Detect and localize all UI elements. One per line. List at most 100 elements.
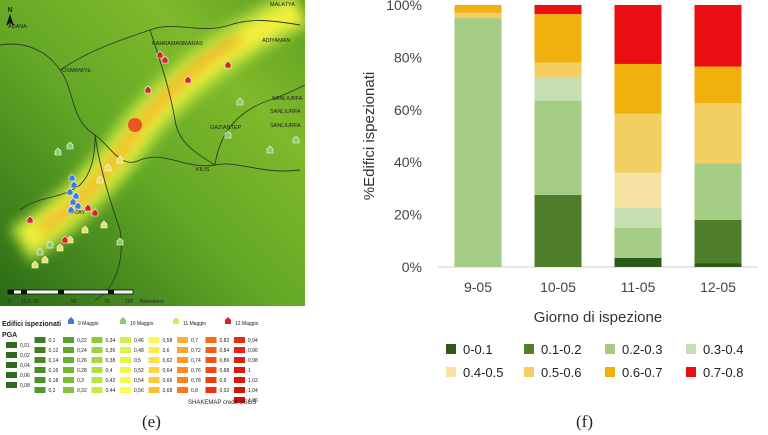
- province-boundary-line: [19, 134, 96, 211]
- bar-segment: [694, 66, 742, 104]
- pga-value: 0,84: [220, 348, 230, 354]
- x-tick-label: 10-05: [540, 279, 576, 295]
- pga-swatch: [120, 357, 131, 363]
- building-marker-icon: [184, 75, 192, 84]
- pga-swatch: [148, 387, 160, 393]
- legend-item-label: 9 Maggio: [78, 321, 99, 327]
- bar-segment: [694, 5, 742, 67]
- pga-value: 0,6: [163, 348, 170, 354]
- y-tick-label: 0%: [402, 259, 422, 275]
- bar-segment: [694, 163, 742, 220]
- credit-text: SHAKEMAP credit USGS: [188, 400, 256, 406]
- pga-swatch: [63, 377, 74, 383]
- legend-label: 0-0.1: [463, 342, 493, 357]
- pga-value: 0,96: [248, 348, 258, 354]
- legend-swatch: [686, 367, 696, 377]
- bar-segment: [454, 12, 502, 19]
- pga-value: 0,42: [106, 378, 116, 384]
- pga-swatch: [120, 367, 131, 373]
- bar-segment: [534, 77, 582, 101]
- building-marker-icon: [116, 237, 124, 246]
- pga-value: 0,7: [191, 338, 198, 344]
- pga-swatch: [177, 367, 188, 373]
- place-label: KILIS: [196, 167, 210, 173]
- pga-value: 0,32: [77, 388, 87, 394]
- pga-swatch: [34, 377, 46, 383]
- pga-swatch: [63, 387, 74, 393]
- building-marker-icon: [46, 240, 54, 249]
- pga-value: 0,62: [163, 358, 173, 364]
- caption-f: (f): [576, 412, 593, 431]
- legend-item-label: 12 Maggio: [235, 321, 259, 327]
- y-tick-label: 20%: [394, 207, 422, 223]
- x-axis-title: Giorno di ispezione: [534, 309, 662, 326]
- pga-swatch: [148, 347, 160, 353]
- pga-value: 0,68: [163, 388, 173, 394]
- bar-segment: [694, 103, 742, 164]
- legend-title: Edifici ispezionati: [2, 321, 61, 328]
- building-marker-icon: [72, 191, 80, 200]
- north-label: N: [7, 7, 12, 14]
- legend-marker-icon: [120, 317, 126, 324]
- pga-value: 0,06: [20, 373, 30, 379]
- building-marker-icon: [266, 145, 274, 154]
- scale-bar-segment: [8, 290, 14, 294]
- pga-swatch: [91, 377, 103, 383]
- pga-value: 0,36: [106, 348, 116, 354]
- pga-swatch: [177, 347, 188, 353]
- pga-swatch: [120, 347, 131, 353]
- pga-swatch: [205, 347, 217, 353]
- place-label: ADANA: [8, 24, 27, 30]
- pga-swatch: [148, 377, 160, 383]
- building-marker-icon: [96, 175, 104, 184]
- building-marker-icon: [66, 141, 74, 150]
- pga-value: 0,52: [134, 368, 144, 374]
- pga-swatch: [6, 352, 17, 358]
- pga-swatch: [91, 337, 103, 343]
- building-marker-icon: [292, 135, 300, 144]
- legend-swatch: [605, 344, 615, 354]
- province-boundary-line: [0, 43, 141, 163]
- legend-swatch: [605, 367, 615, 377]
- legend-swatch: [524, 344, 534, 354]
- legend-label: 0.6-0.7: [622, 365, 662, 380]
- pga-swatch: [234, 357, 245, 363]
- pga-value: 0,22: [77, 338, 87, 344]
- pga-value: 0,98: [248, 358, 258, 364]
- north-arrow-icon: [6, 14, 14, 26]
- pga-swatch: [34, 357, 46, 363]
- pga-value: 0,72: [191, 348, 201, 354]
- bar-segment: [534, 194, 582, 267]
- pga-value: 0,01: [20, 343, 30, 349]
- pga-value: 1,04: [248, 388, 258, 394]
- bar-segment: [534, 5, 582, 15]
- pga-swatch: [6, 362, 17, 368]
- place-label: ADIYAMAN: [262, 38, 290, 44]
- pga-value: 0,14: [49, 358, 59, 364]
- pga-swatch: [63, 347, 74, 353]
- pga-swatch: [34, 387, 46, 393]
- place-label: HATAY: [68, 210, 85, 216]
- province-boundary-line: [94, 134, 122, 301]
- pga-value: 1: [248, 368, 251, 374]
- pga-value: 0,02: [20, 353, 30, 359]
- pga-value: 0,78: [191, 378, 201, 384]
- building-marker-icon: [161, 55, 169, 64]
- place-label: KAHRAMANMARAS: [152, 41, 203, 47]
- pga-value: 0,4: [106, 368, 113, 374]
- place-label: GAZIANTEP: [210, 125, 242, 131]
- legend-swatch: [686, 344, 696, 354]
- pga-value: 0,54: [134, 378, 144, 384]
- bar-segment: [614, 63, 662, 114]
- pga-value: 0,82: [220, 338, 230, 344]
- bar-segment: [614, 172, 662, 209]
- place-label: SANLIURFA: [272, 96, 303, 102]
- pga-value: 0,12: [49, 348, 59, 354]
- pga-swatch: [234, 397, 245, 403]
- bar-segment: [454, 5, 502, 13]
- legend-label: 0.1-0.2: [541, 342, 581, 357]
- scale-label: 12,5: [21, 299, 31, 305]
- building-marker-icon: [26, 215, 34, 224]
- pga-value: 0,24: [77, 348, 87, 354]
- province-boundaries: [0, 20, 305, 301]
